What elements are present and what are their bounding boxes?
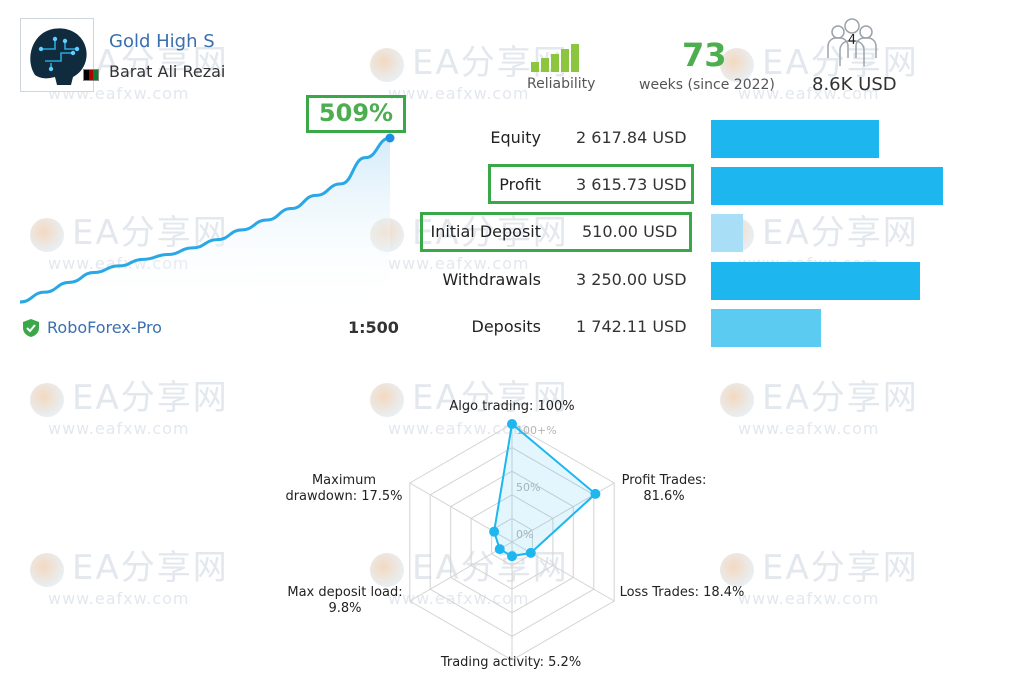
radar-point	[494, 544, 505, 555]
finance-label: Deposits	[471, 317, 542, 336]
finance-value: 3 250.00 USD	[576, 270, 687, 289]
finance-bar	[711, 309, 821, 347]
reliability-bars-icon	[531, 44, 579, 72]
flag-stripe-1	[84, 70, 89, 80]
finance-value: 3 615.73 USD	[576, 175, 687, 194]
highlight-box	[488, 164, 694, 204]
subscribers-value: 8.6K USD	[812, 74, 897, 95]
country-flag-icon	[83, 69, 99, 81]
highlight-box	[420, 212, 692, 252]
radar-axis-label: Max deposit load: 9.8%	[287, 585, 403, 616]
finance-label: Profit	[499, 175, 541, 194]
finance-label: Equity	[490, 128, 541, 147]
finance-value: 510.00 USD	[582, 222, 678, 241]
growth-percent[interactable]: 509%	[318, 99, 394, 127]
subscribers-icon	[827, 18, 877, 66]
finance-value: 1 742.11 USD	[576, 317, 687, 336]
author-name[interactable]: Barat Ali Rezai	[109, 62, 226, 81]
radar-point	[507, 551, 517, 562]
radar-point	[507, 419, 517, 429]
growth-chart[interactable]	[10, 130, 400, 310]
growth-line	[19, 136, 391, 304]
radar-axis-label: Loss Trades: 18.4%	[619, 585, 745, 600]
radar-axis-label: Algo trading: 100%	[449, 399, 575, 414]
growth-area	[20, 138, 390, 310]
radar-axis-label: Trading activity: 5.2%	[440, 655, 582, 670]
signal-title[interactable]: Gold High S	[109, 31, 215, 52]
weeks-label: weeks (since 2022)	[639, 77, 775, 93]
weeks-count: 73	[682, 36, 727, 74]
radar-point	[489, 526, 500, 537]
radar-scale-label: 100+%	[516, 424, 557, 437]
radar-point	[590, 488, 601, 499]
subscribers-count: 4	[847, 33, 857, 48]
finance-value: 2 617.84 USD	[576, 128, 687, 147]
finance-label: Withdrawals	[442, 270, 541, 289]
finance-bar	[711, 167, 943, 205]
avatar[interactable]	[20, 18, 94, 92]
radar-series-polygon	[493, 422, 597, 558]
broker-link[interactable]: RoboForex-Pro	[47, 318, 162, 337]
verified-shield-icon	[23, 319, 39, 337]
radar-chart: 100+% 50% 0%	[409, 419, 615, 661]
growth-end-point	[385, 133, 395, 143]
flag-stripe-2	[88, 70, 94, 80]
finance-bar	[711, 262, 920, 300]
radar-axis-label: Maximum drawdown: 17.5%	[285, 473, 403, 504]
radar-scale-label: 50%	[516, 481, 540, 494]
finance-bar	[711, 120, 879, 158]
growth-highlight-box	[306, 95, 406, 133]
finance-bar	[711, 214, 743, 252]
radar-axis-label: Profit Trades: 81.6%	[621, 473, 707, 504]
brain-circuit-icon	[21, 19, 93, 91]
reliability-label: Reliability	[527, 76, 596, 92]
radar-scale-label: 0%	[516, 528, 533, 541]
flag-stripe-3	[93, 70, 99, 80]
radar-point	[525, 547, 536, 558]
radar-axis-line	[409, 541, 513, 602]
finance-label: Initial Deposit	[430, 222, 541, 241]
leverage-value: 1:500	[348, 318, 399, 337]
